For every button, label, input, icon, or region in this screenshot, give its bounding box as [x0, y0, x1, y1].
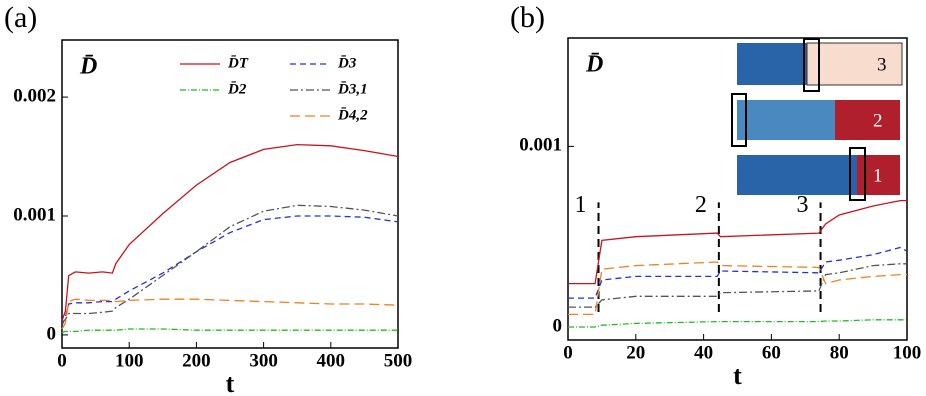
- series-line: [568, 246, 908, 299]
- legend-label: D̄3: [337, 55, 357, 71]
- x-tick-label: 20: [626, 342, 645, 363]
- x-tick-label: 60: [762, 342, 781, 363]
- series-line: [568, 261, 907, 316]
- x-tick-label: 500: [384, 350, 413, 371]
- inset-box: [803, 38, 820, 92]
- legend-label: D̄T: [227, 55, 249, 71]
- inset-label: 2: [873, 110, 883, 131]
- series-line: [61, 204, 399, 324]
- y-axis-label: D̄: [79, 54, 97, 80]
- series-line: [568, 263, 907, 308]
- insets: 3 2 1: [731, 38, 903, 201]
- x-tick-label: 200: [182, 350, 211, 371]
- x-tick-label: 0: [57, 350, 67, 371]
- x-tick-label: 40: [694, 342, 713, 363]
- legend-label: D̄4,2: [337, 107, 368, 123]
- x-tick-label: 400: [317, 350, 346, 371]
- marker-label: 3: [797, 192, 809, 218]
- inset-box: [849, 147, 866, 201]
- inset-box: [731, 93, 747, 147]
- legend-label: D̄3,1: [337, 81, 368, 97]
- inset-field: [737, 100, 835, 140]
- inset-field: [806, 42, 903, 86]
- series-line: [568, 199, 907, 285]
- y-tick-label: 0: [47, 323, 57, 344]
- series-line: [61, 328, 398, 334]
- panel-label: (b): [510, 1, 545, 34]
- marker-label: 1: [575, 192, 587, 218]
- series-line: [568, 319, 907, 328]
- x-tick-label: 0: [563, 342, 573, 363]
- y-tick-label: 0: [553, 315, 563, 336]
- plot-frame: [61, 39, 399, 349]
- x-tick-label: 300: [249, 350, 278, 371]
- x-tick-label: 100: [893, 342, 922, 363]
- y-axis-label: D̄: [585, 52, 603, 78]
- x-axis-label: t: [226, 369, 235, 396]
- series-line: [61, 215, 399, 326]
- x-tick-label: 80: [830, 342, 849, 363]
- x-tick-label: 100: [115, 350, 144, 371]
- y-tick-label: 0.001: [13, 204, 56, 225]
- series-line: [61, 298, 399, 330]
- plot-frame: [567, 37, 908, 341]
- marker-label: 2: [695, 192, 707, 218]
- inset-field: [737, 43, 807, 85]
- x-axis-label: t: [733, 361, 742, 390]
- inset-field: [737, 155, 857, 195]
- y-tick-label: 0.002: [13, 85, 56, 106]
- panel-label: (a): [4, 1, 37, 34]
- inset-label: 3: [877, 54, 887, 75]
- inset-label: 1: [873, 165, 883, 186]
- inset-field: [835, 100, 900, 140]
- y-tick-label: 0.001: [519, 135, 562, 156]
- series-line: [61, 143, 399, 321]
- legend-label: D̄2: [227, 81, 247, 97]
